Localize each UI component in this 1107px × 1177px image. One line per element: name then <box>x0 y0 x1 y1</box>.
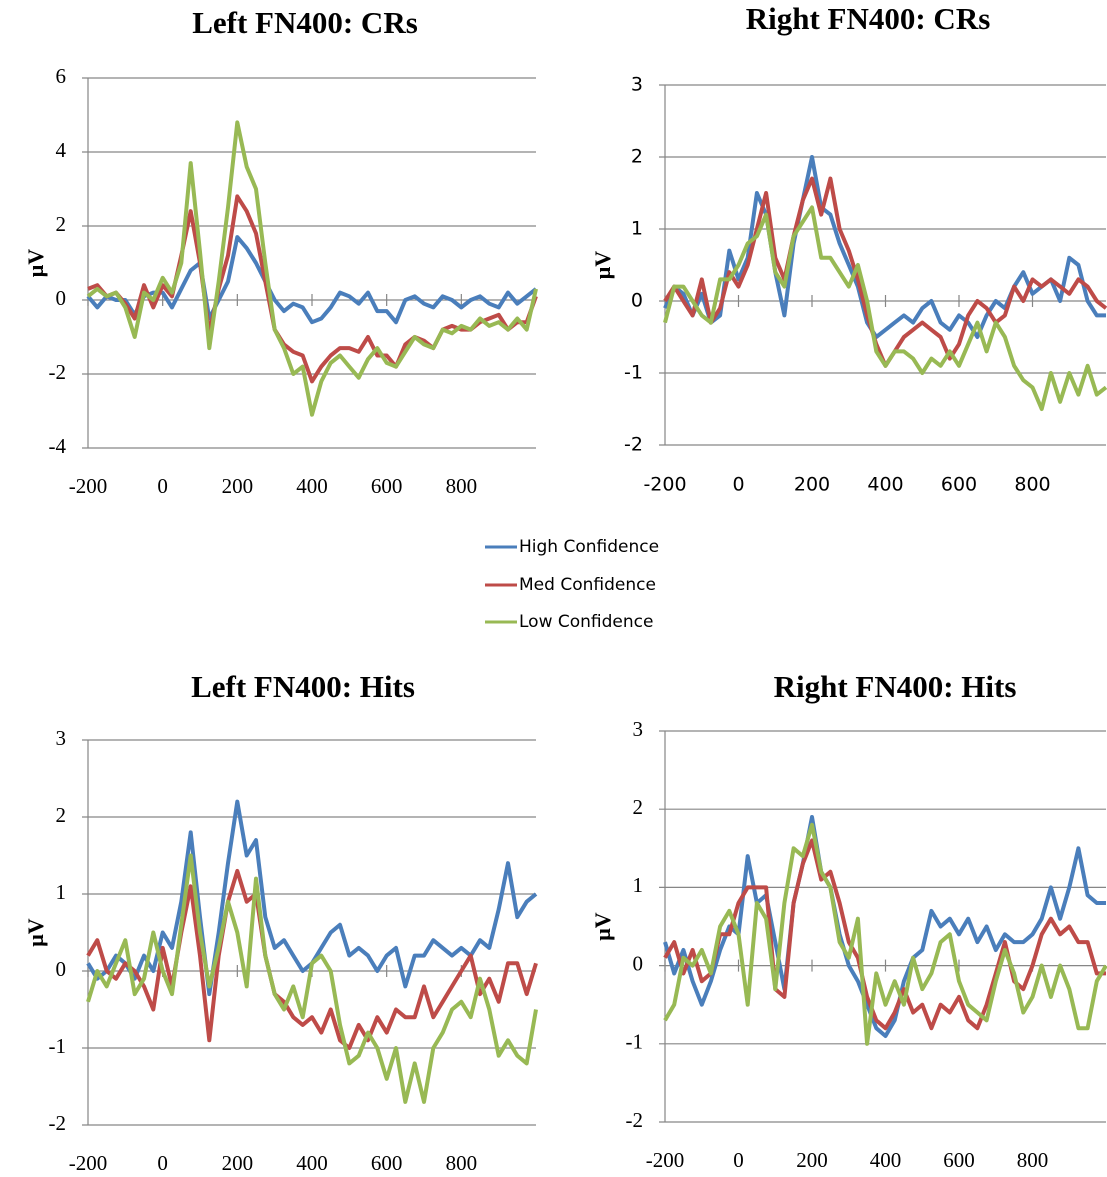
x-tick-label: 400 <box>296 1151 328 1175</box>
x-tick-label: 800 <box>1017 1148 1049 1172</box>
x-tick-label: 200 <box>222 1151 254 1175</box>
chart-title: Left FN400: Hits <box>191 669 415 704</box>
x-tick-label: 800 <box>446 1151 478 1175</box>
y-tick-label: -2 <box>49 360 67 384</box>
y-tick-label: 0 <box>56 286 67 310</box>
y-tick-label: 2 <box>56 212 67 236</box>
series-line <box>86 235 538 325</box>
y-tick-label: 3 <box>631 74 643 96</box>
x-tick-label: 800 <box>1014 474 1050 496</box>
x-tick-label: 200 <box>796 1148 828 1172</box>
y-tick-label: 6 <box>56 64 67 88</box>
x-tick-label: 0 <box>157 1151 168 1175</box>
y-tick-label: -1 <box>624 362 643 384</box>
x-tick-label: -200 <box>69 1151 108 1175</box>
y-tick-label: 2 <box>56 803 67 827</box>
series-line <box>663 155 1106 339</box>
y-tick-label: 0 <box>56 957 67 981</box>
x-tick-label: 0 <box>157 474 168 498</box>
y-tick-label: 2 <box>631 146 643 168</box>
series-line <box>663 822 1107 1046</box>
x-tick-label: 600 <box>371 474 403 498</box>
x-tick-label: 400 <box>867 474 903 496</box>
y-tick-label: -2 <box>49 1111 67 1135</box>
y-tick-label: -1 <box>626 1030 644 1054</box>
y-axis-label: μV <box>23 918 48 946</box>
x-tick-label: 800 <box>446 474 478 498</box>
y-tick-label: -2 <box>626 1108 644 1132</box>
y-tick-label: 0 <box>633 951 644 975</box>
x-tick-label: -200 <box>646 1148 685 1172</box>
series-line <box>87 194 538 384</box>
y-tick-label: 1 <box>633 873 644 897</box>
legend-label: Med Confidence <box>519 575 656 595</box>
y-tick-label: -4 <box>49 434 67 458</box>
x-tick-label: 200 <box>794 474 830 496</box>
legend: High Confidence Med Confidence Low Confi… <box>485 537 659 632</box>
series-line <box>663 838 1106 1031</box>
y-axis-label: μV <box>23 249 48 277</box>
y-axis-label: μV <box>590 251 615 279</box>
y-tick-label: -2 <box>624 434 643 456</box>
x-tick-label: 400 <box>296 474 328 498</box>
y-tick-label: 4 <box>56 138 67 162</box>
y-axis-label: μV <box>590 912 615 940</box>
y-tick-label: 0 <box>631 290 643 312</box>
x-tick-label: 200 <box>222 474 254 498</box>
chart-title: Right FN400: Hits <box>774 669 1017 704</box>
chart-title: Right FN400: CRs <box>746 1 991 36</box>
series-line <box>86 868 538 1050</box>
x-tick-label: -200 <box>643 474 686 496</box>
x-tick-label: 600 <box>943 1148 975 1172</box>
x-tick-label: 400 <box>870 1148 902 1172</box>
x-tick-label: 600 <box>941 474 977 496</box>
y-tick-label: 1 <box>56 880 67 904</box>
y-tick-label: 1 <box>631 218 643 240</box>
y-tick-label: -1 <box>49 1034 67 1058</box>
series-line <box>663 176 1107 368</box>
series-line <box>86 853 538 1104</box>
legend-label: High Confidence <box>519 537 659 557</box>
legend-label: Low Confidence <box>519 612 653 632</box>
y-tick-label: 3 <box>633 717 644 741</box>
y-tick-label: 3 <box>56 726 67 750</box>
chart-title: Left FN400: CRs <box>192 5 418 40</box>
y-tick-label: 2 <box>633 795 644 819</box>
x-tick-label: 600 <box>371 1151 403 1175</box>
series-line <box>663 205 1107 411</box>
x-tick-label: 0 <box>733 1148 744 1172</box>
x-tick-label: 0 <box>732 474 744 496</box>
x-tick-label: -200 <box>69 474 108 498</box>
series-line <box>86 120 538 417</box>
